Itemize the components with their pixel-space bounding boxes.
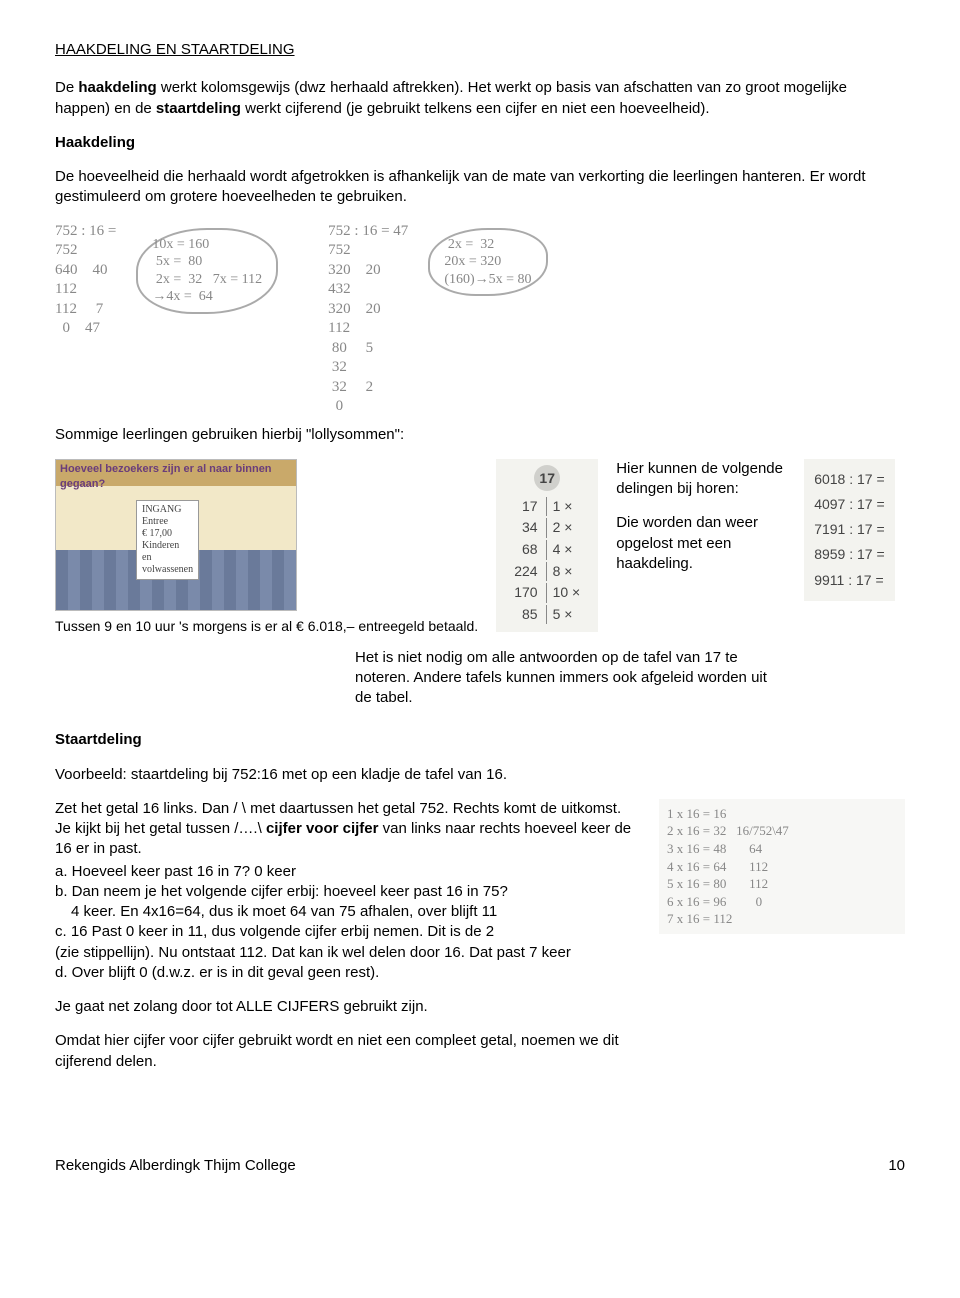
step-d: d. Over blijft 0 (d.w.z. er is in dit ge… (55, 963, 645, 983)
side-text: Hier kunnen de volgende delingen bij hor… (616, 459, 786, 588)
table-row: 2248 × (508, 562, 586, 582)
illustration-banner: INGANG Entree € 17,00 Kinderen en volwas… (136, 500, 199, 580)
illustration: Hoeveel bezoekers zijn er al naar binnen… (55, 459, 297, 611)
bold-staartdeling: staartdeling (156, 100, 241, 117)
table-row: 171 × (508, 497, 586, 517)
note-paragraph: Het is niet nodig om alle antwoorden op … (355, 648, 785, 709)
staart-row: Zet het getal 16 links. Dan / \ met daar… (55, 799, 905, 1086)
step-c1: c. 16 Past 0 keer in 11, dus volgende ci… (55, 922, 645, 942)
table-row: 17010 × (508, 583, 586, 603)
footer-right: 10 (888, 1156, 905, 1176)
staart-p1: Voorbeeld: staartdeling bij 752:16 met o… (55, 765, 905, 785)
lolly-intro: Sommige leerlingen gebruiken hierbij "lo… (55, 425, 905, 445)
hw-left-cloud: 10x = 160 5x = 80 2x = 32 7x = 112 →4x =… (136, 228, 278, 314)
page-footer: Rekengids Alberdingk Thijm College 10 (55, 1156, 905, 1176)
closing-1: Je gaat net zolang door tot ALLE CIJFERS… (55, 997, 645, 1017)
lolly-head: 17 (534, 465, 560, 491)
step-b1: b. Dan neem je het volgende cijfer erbij… (55, 882, 645, 902)
staart-p2b: Je kijkt bij het getal tussen /….\ cijfe… (55, 819, 645, 860)
division-list: 6018 : 17 =4097 : 17 =7191 : 17 =8959 : … (804, 459, 894, 601)
staart-p2b-bold: cijfer voor cijfer (266, 820, 379, 837)
side-text-2: Die worden dan weer opgelost met een haa… (616, 513, 786, 574)
lolly-table: 17 171 ×342 ×684 ×2248 ×17010 ×855 × (496, 459, 598, 633)
footer-left: Rekengids Alberdingk Thijm College (55, 1156, 296, 1176)
hw-left-column: 752 640 40 112 112 7 0 47 (55, 241, 116, 339)
bold-haakdeling: haakdeling (78, 79, 156, 96)
hw-right-equation: 752 : 16 = 47 (328, 222, 408, 242)
lolly-row: Hoeveel bezoekers zijn er al naar binnen… (55, 459, 905, 636)
list-item: 9911 : 17 = (814, 568, 884, 593)
list-item: 6018 : 17 = (814, 467, 884, 492)
hw-right-column: 752 320 20 432 320 20 112 80 5 32 32 2 0 (328, 241, 408, 417)
list-item: 8959 : 17 = (814, 542, 884, 567)
list-item: 7191 : 17 = (814, 517, 884, 542)
table-row: 684 × (508, 540, 586, 560)
closing-2: Omdat hier cijfer voor cijfer gebruikt w… (55, 1031, 645, 1072)
illustration-question: Hoeveel bezoekers zijn er al naar binnen… (60, 462, 296, 492)
hw-left-equation: 752 : 16 = (55, 222, 116, 242)
section-staartdeling-title: Staartdeling (55, 730, 905, 750)
intro-paragraph: De haakdeling werkt kolomsgewijs (dwz he… (55, 78, 905, 119)
table-row: 855 × (508, 605, 586, 625)
page-title: HAAKDELING EN STAARTDELING (55, 40, 905, 60)
step-b2: 4 keer. En 4x16=64, dus ik moet 64 van 7… (55, 902, 645, 922)
illustration-caption: Tussen 9 en 10 uur 's morgens is er al €… (55, 617, 478, 636)
hw-right-cloud: 2x = 32 20x = 320 (160)→5x = 80 (428, 228, 547, 297)
staart-p2b-pre: Je kijkt bij het getal tussen /….\ (55, 820, 266, 837)
list-item: 4097 : 17 = (814, 492, 884, 517)
staart-p2a: Zet het getal 16 links. Dan / \ met daar… (55, 799, 645, 819)
section-haakdeling-title: Haakdeling (55, 133, 905, 153)
staart-steps: a. Hoeveel keer past 16 in 7? 0 keer b. … (55, 862, 645, 984)
table-row: 342 × (508, 518, 586, 538)
side-text-1: Hier kunnen de volgende delingen bij hor… (616, 459, 786, 500)
haakdeling-body: De hoeveelheid die herhaald wordt afgetr… (55, 167, 905, 208)
handwritten-examples: 752 : 16 = 752 640 40 112 112 7 0 47 10x… (55, 222, 905, 417)
step-c2: (zie stippellijn). Nu ontstaat 112. Dat … (55, 943, 645, 963)
staart-handwritten: 1 x 16 = 16 2 x 16 = 32 16/752\47 3 x 16… (659, 799, 905, 934)
step-a: a. Hoeveel keer past 16 in 7? 0 keer (55, 862, 645, 882)
